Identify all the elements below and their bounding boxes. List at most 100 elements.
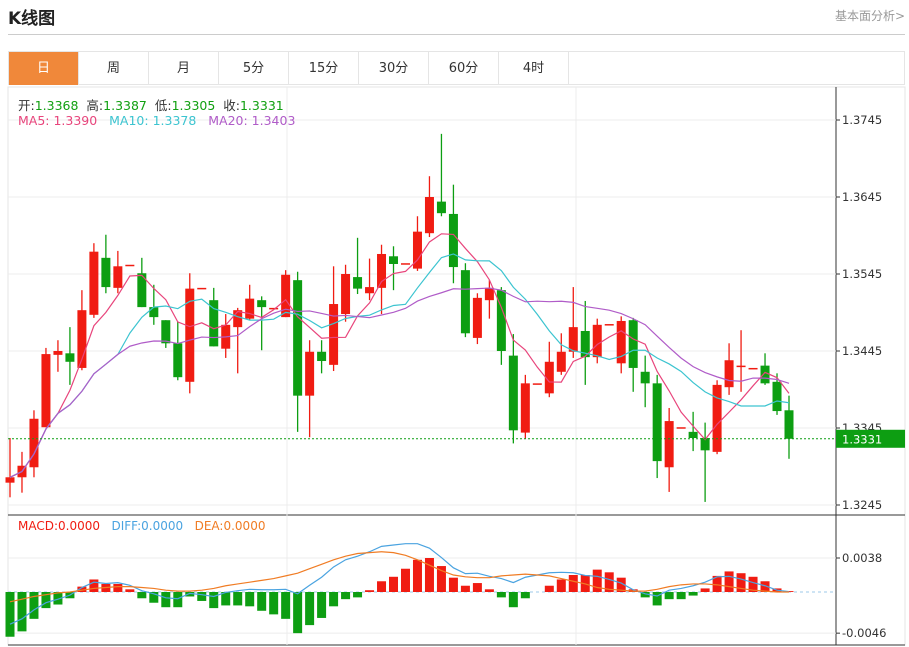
candle-body	[53, 351, 63, 355]
tab-15min[interactable]: 15分	[289, 52, 359, 85]
macd-bar	[760, 581, 770, 592]
macd-bar	[341, 592, 351, 600]
candle	[664, 407, 674, 492]
close-label: 收:	[223, 98, 240, 113]
candle	[460, 263, 470, 338]
candle	[353, 237, 363, 295]
candle	[568, 287, 578, 358]
candle	[341, 264, 351, 322]
macd-bar	[616, 577, 626, 592]
candle-body	[520, 383, 530, 433]
candle-body	[389, 256, 399, 264]
dea-value: DEA:0.0000	[194, 519, 266, 533]
current-price-label: 1.3331	[842, 432, 882, 446]
macd-bar	[209, 592, 219, 609]
candle	[556, 333, 566, 375]
candle	[772, 373, 782, 415]
macd-bar	[472, 583, 482, 592]
candle	[137, 257, 147, 308]
candle	[712, 380, 722, 455]
candle-body	[640, 371, 650, 384]
macd-bar	[400, 568, 410, 592]
candle	[616, 316, 626, 374]
macd-bar	[77, 586, 87, 592]
candle	[233, 307, 243, 374]
candle	[5, 438, 15, 498]
macd-bar	[700, 588, 710, 592]
candle-body	[173, 343, 183, 378]
candle-body	[377, 253, 387, 288]
tab-4hour[interactable]: 4时	[499, 52, 569, 85]
tab-week[interactable]: 周	[79, 52, 149, 85]
macd-bar	[412, 559, 422, 592]
candle-body	[245, 298, 255, 319]
macd-bar	[724, 571, 734, 592]
ma10-line	[9, 253, 790, 478]
candle-body	[496, 290, 506, 351]
tab-60min[interactable]: 60分	[429, 52, 499, 85]
candle-body	[137, 273, 147, 308]
high-value: 1.3387	[103, 98, 147, 113]
candle	[484, 280, 494, 319]
macd-bar	[305, 592, 315, 626]
candle	[472, 293, 482, 345]
candle-body	[664, 421, 674, 468]
candle-body	[784, 410, 794, 439]
tab-month[interactable]: 月	[149, 52, 219, 85]
candle-body	[365, 287, 375, 294]
candle-body	[233, 310, 243, 328]
macd-bar	[113, 583, 123, 592]
candle	[412, 216, 422, 271]
macd-bar	[460, 585, 470, 592]
candle	[604, 324, 614, 326]
candle-body	[748, 367, 758, 370]
candle-body	[712, 384, 722, 452]
low-label: 低:	[154, 98, 172, 113]
candle-body	[460, 270, 470, 334]
macd-bar	[53, 592, 63, 605]
candle-body	[772, 381, 782, 412]
macd-bar	[125, 589, 135, 592]
macd-bar	[245, 592, 255, 607]
candle-body	[412, 231, 422, 269]
macd-tick-label: -0.0046	[842, 626, 886, 640]
tab-30min[interactable]: 30分	[359, 52, 429, 85]
candle	[508, 334, 518, 444]
macd-bar	[520, 592, 530, 599]
candle	[173, 321, 183, 381]
candle	[688, 411, 698, 452]
candle	[149, 284, 159, 325]
candle	[65, 327, 75, 385]
price-tick-label: 1.3545	[842, 267, 882, 281]
candle	[748, 367, 758, 370]
macd-bar	[17, 592, 27, 632]
candle-body	[209, 300, 219, 347]
candle-body	[688, 431, 698, 439]
candle	[377, 244, 387, 315]
macd-tick-label: 0.0038	[842, 551, 882, 565]
candle	[676, 427, 686, 429]
high-label: 高:	[86, 98, 104, 113]
macd-bar	[592, 569, 602, 592]
macd-bar	[41, 592, 51, 609]
candle-body	[197, 287, 207, 290]
tab-5min[interactable]: 5分	[219, 52, 289, 85]
candle	[17, 451, 27, 493]
fundamental-analysis-link[interactable]: 基本面分析>	[834, 9, 905, 23]
tab-day[interactable]: 日	[9, 52, 79, 85]
candle-body	[700, 438, 710, 451]
macd-bar	[544, 585, 554, 592]
diff-line	[9, 543, 790, 625]
candle-body	[101, 257, 111, 288]
candle-body	[41, 354, 51, 428]
candle	[53, 340, 63, 372]
macd-bar	[424, 558, 434, 592]
chart-frame	[7, 86, 906, 646]
macd-bar	[173, 592, 183, 608]
candle-body	[305, 351, 315, 396]
macd-bar	[640, 592, 650, 598]
ma20-value: MA20: 1.3403	[208, 113, 296, 128]
candle	[329, 266, 339, 372]
candle	[77, 290, 87, 371]
